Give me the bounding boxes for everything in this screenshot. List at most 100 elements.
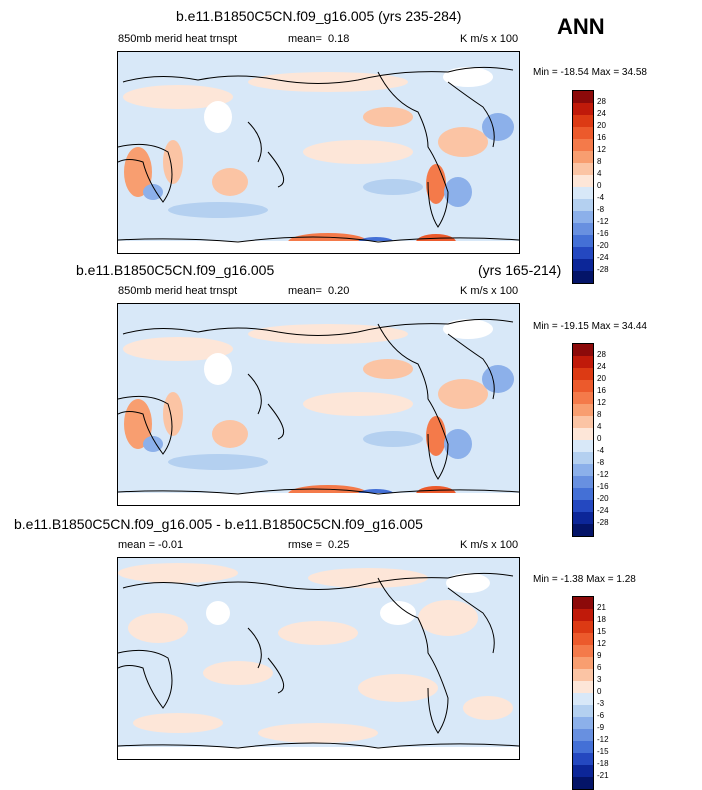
anomaly-warm-band — [123, 337, 233, 361]
colorbar-tick-label: 28 — [597, 350, 606, 359]
coastline — [118, 143, 173, 203]
colorbar-tick-label: 6 — [597, 663, 602, 672]
colorbar-swatch — [573, 729, 593, 741]
colorbar-swatch — [573, 476, 593, 488]
colorbar-swatch — [573, 392, 593, 404]
colorbar-swatch — [573, 187, 593, 199]
coastline — [122, 66, 514, 84]
anomaly-cool-spot — [482, 113, 514, 141]
colorbar-tick-label: -4 — [597, 193, 605, 202]
colorbar-tick-label: -16 — [597, 482, 609, 491]
anomaly-neutral-spot — [204, 353, 232, 385]
panel1-units: K m/s x 100 — [460, 33, 519, 45]
colorbar-swatch — [573, 404, 593, 416]
colorbar-tick-label: 8 — [597, 157, 602, 166]
colorbar-tick-label: -12 — [597, 470, 609, 479]
colorbar-tick-label: -8 — [597, 458, 605, 467]
colorbar-swatch — [573, 163, 593, 175]
colorbar-tick-label: 4 — [597, 422, 602, 431]
colorbar-swatch — [573, 235, 593, 247]
colorbar-swatch — [573, 452, 593, 464]
colorbar-tick-label: 0 — [597, 434, 602, 443]
colorbar-tick-label: 20 — [597, 121, 606, 130]
colorbar-swatch — [573, 115, 593, 127]
anomaly-warm-spot — [163, 140, 183, 184]
panel2-title-years: (yrs 165-214) — [478, 262, 562, 278]
anomaly-warm-band — [248, 72, 408, 92]
colorbar-swatch — [573, 440, 593, 452]
colorbar-tick-label: 28 — [597, 97, 606, 106]
coastline — [447, 333, 495, 400]
coastline — [377, 71, 449, 228]
colorbar-swatch — [573, 91, 593, 103]
panel2-variable-label: 850mb merid heat trnspt — [118, 285, 238, 297]
colorbar-swatch — [573, 597, 593, 609]
anomaly-warm-band — [308, 568, 428, 588]
colorbar-swatch — [573, 681, 593, 693]
anomaly-cool-spot — [143, 184, 163, 200]
panel2-map-field — [118, 304, 519, 505]
colorbar-tick-label: 12 — [597, 145, 606, 154]
anomaly-neutral-spot — [206, 601, 230, 625]
colorbar-swatch — [573, 464, 593, 476]
panel1-mean-value: 0.18 — [328, 33, 350, 45]
colorbar-swatch — [573, 717, 593, 729]
colorbar-tick-label: -28 — [597, 518, 609, 527]
anomaly-neutral-spot — [443, 319, 493, 339]
colorbar-swatch — [573, 211, 593, 223]
colorbar-tick-label: 20 — [597, 374, 606, 383]
anomaly-warm-band — [303, 140, 413, 164]
anomaly-warm-spot — [363, 107, 413, 127]
anomaly-cool-band — [363, 179, 423, 195]
coastline — [247, 121, 285, 188]
colorbar-swatch — [573, 645, 593, 657]
colorbar-swatch — [573, 139, 593, 151]
panel2-title: b.e11.B1850C5CN.f09_g16.005 — [76, 262, 275, 278]
anomaly-cool-band — [168, 454, 268, 470]
antarctica-fill — [118, 493, 519, 505]
anomaly-warm-band — [123, 85, 233, 109]
anomaly-cool-band — [168, 202, 268, 218]
colorbar-swatch — [573, 368, 593, 380]
colorbar-tick-label: 0 — [597, 687, 602, 696]
panel1-title: b.e11.B1850C5CN.f09_g16.005 (yrs 235-284… — [176, 8, 462, 24]
antarctica-fill — [118, 747, 519, 759]
colorbar-swatch — [573, 753, 593, 765]
colorbar-swatch — [573, 669, 593, 681]
anomaly-warm-band — [258, 723, 378, 743]
colorbar-tick-label: -28 — [597, 265, 609, 274]
panel1-colorbar-labels: 28 24 20 16 12 8 4 0 -4 -8 -12 -16 -20 -… — [597, 96, 609, 276]
anomaly-neutral-spot — [204, 101, 232, 133]
antarctica-fill — [118, 241, 519, 253]
panel3-map-field — [118, 558, 519, 759]
anomaly-warm-band — [133, 713, 223, 733]
anomaly-warm-band — [463, 696, 513, 720]
anomaly-warm-band — [248, 324, 408, 344]
coastline — [447, 587, 495, 654]
colorbar-swatch — [573, 247, 593, 259]
colorbar-swatch — [573, 765, 593, 777]
anomaly-warm-spot — [212, 420, 248, 448]
coastline — [118, 395, 173, 455]
colorbar-swatch — [573, 223, 593, 235]
colorbar-swatch — [573, 609, 593, 621]
anomaly-warm-band — [128, 613, 188, 643]
colorbar-swatch — [573, 488, 593, 500]
anomaly-neutral-spot — [446, 573, 490, 593]
colorbar-swatch — [573, 259, 593, 271]
colorbar-swatch — [573, 428, 593, 440]
coastline — [118, 742, 519, 749]
colorbar-tick-label: -16 — [597, 229, 609, 238]
anomaly-neutral-spot — [380, 601, 416, 625]
anomaly-warm-band — [118, 563, 238, 583]
panel1-map — [117, 51, 520, 254]
panel3-minmax: Min = -1.38 Max = 1.28 — [533, 574, 636, 585]
panel3-colorbar — [572, 596, 594, 790]
anomaly-warm-band — [203, 661, 273, 685]
anomaly-cool-spot — [482, 365, 514, 393]
panel2-mean-value: 0.20 — [328, 285, 350, 297]
colorbar-tick-label: -24 — [597, 506, 609, 515]
anomaly-cool-spot — [143, 436, 163, 452]
panel1-mean-label: mean= — [288, 33, 322, 45]
colorbar-tick-label: -15 — [597, 747, 609, 756]
